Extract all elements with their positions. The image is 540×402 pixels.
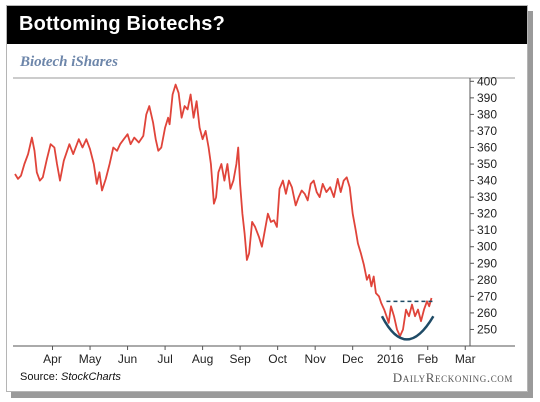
x-tick-label: Apr [43, 352, 62, 366]
y-tick-label: 400 [477, 74, 497, 88]
y-tick-label: 330 [477, 190, 497, 204]
y-tick-label: 340 [477, 174, 497, 188]
x-tick-label: Jul [157, 352, 172, 366]
price-series-line [14, 83, 433, 337]
y-tick-label: 250 [477, 322, 497, 336]
x-tick-label: 2016 [377, 352, 404, 366]
source-note: Source: StockCharts [20, 371, 121, 383]
rounded-bottom-arc [380, 315, 435, 341]
y-tick-label: 300 [477, 240, 497, 254]
y-tick-label: 380 [477, 107, 497, 121]
chart-title: Bottoming Biotechs? [19, 13, 226, 35]
x-tick-label: Dec [342, 352, 363, 366]
x-tick-label: Mar [455, 352, 476, 366]
x-tick-label: Oct [268, 352, 287, 366]
chart-frame: Bottoming Biotechs? Biotech iShares 250 2… [6, 5, 528, 392]
y-tick-label: 310 [477, 223, 497, 237]
x-ticks: Apr May Jun Jul Aug Sep Oct Nov Dec 2016 Feb Mar [43, 346, 476, 366]
x-tick-label: Nov [304, 352, 325, 366]
y-tick-label: 270 [477, 289, 497, 303]
x-tick-label: Jun [118, 352, 137, 366]
y-tick-label: 320 [477, 207, 497, 221]
chart-subtitle: Biotech iShares [20, 54, 118, 70]
source-label: Source: [20, 371, 58, 383]
y-ticks: 250 260 270 280 290 300 310 320 330 340 350 360 370 3… [470, 74, 497, 336]
source-name: StockCharts [60, 371, 121, 383]
x-tick-label: Aug [192, 352, 213, 366]
y-tick-label: 360 [477, 140, 497, 154]
title-bar: Bottoming Biotechs? [7, 6, 527, 44]
y-tick-label: 260 [477, 306, 497, 320]
y-tick-label: 390 [477, 91, 497, 105]
y-tick-label: 280 [477, 273, 497, 287]
x-tick-label: Sep [229, 352, 251, 366]
brand-logo: DailyReckoning.com [392, 370, 513, 385]
y-tick-label: 370 [477, 124, 497, 138]
y-tick-label: 350 [477, 157, 497, 171]
x-tick-label: May [79, 352, 102, 366]
y-tick-label: 290 [477, 256, 497, 270]
x-tick-label: Feb [417, 352, 438, 366]
price-chart: 250 260 270 280 290 300 310 320 330 340 350 360 370 3… [13, 74, 515, 366]
